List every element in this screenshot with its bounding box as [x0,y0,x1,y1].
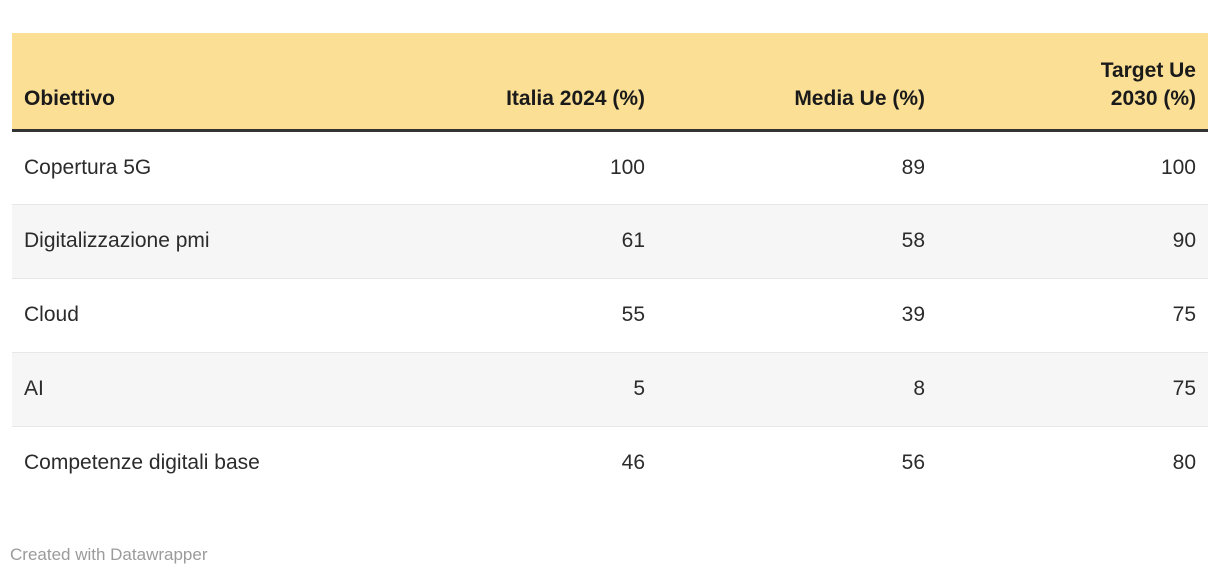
cell-italia: 55 [621,303,645,326]
table-row: Competenze digitali base 46 56 80 [12,426,1208,500]
cell-target-ue: 90 [1172,229,1196,252]
cell-media-ue: 56 [901,451,925,475]
table-row: Digitalizzazione pmi 61 58 90 [12,204,1208,278]
cell-obiettivo: Competenze digitali base [24,451,260,475]
table-row: Copertura 5G 100 89 100 [12,130,1208,204]
cell-obiettivo: Cloud [24,303,79,326]
column-header-target-ue-2030: Target Ue 2030 (%) [937,33,1208,132]
cell-media-ue: 8 [913,377,925,400]
cell-target-ue: 75 [1172,377,1196,400]
datawrapper-credit-link[interactable]: Created with Datawrapper [10,545,208,564]
table-body: Copertura 5G 100 89 100 Digitalizzazione… [12,130,1208,500]
column-header-obiettivo: Obiettivo [12,33,397,132]
cell-media-ue: 89 [901,155,925,179]
table-header: Obiettivo Italia 2024 (%) Media Ue (%) T… [12,33,1208,132]
column-header-italia-2024: Italia 2024 (%) [397,33,657,132]
cell-obiettivo: AI [24,377,44,400]
table-row: Cloud 55 39 75 [12,278,1208,352]
cell-target-ue: 75 [1172,303,1196,326]
cell-italia: 46 [621,451,645,475]
cell-italia: 100 [609,155,645,179]
cell-obiettivo: Digitalizzazione pmi [24,229,210,252]
table-row: AI 5 8 75 [12,352,1208,426]
data-table: Obiettivo Italia 2024 (%) Media Ue (%) T… [12,33,1208,500]
cell-target-ue: 100 [1160,155,1196,179]
cell-italia: 5 [633,377,645,400]
header-row: Obiettivo Italia 2024 (%) Media Ue (%) T… [12,33,1208,132]
cell-target-ue: 80 [1172,451,1196,475]
cell-media-ue: 58 [901,229,925,252]
column-header-media-ue: Media Ue (%) [657,33,937,132]
cell-obiettivo: Copertura 5G [24,155,152,179]
table-container: Obiettivo Italia 2024 (%) Media Ue (%) T… [12,33,1208,500]
cell-media-ue: 39 [901,303,925,326]
cell-italia: 61 [621,229,645,252]
